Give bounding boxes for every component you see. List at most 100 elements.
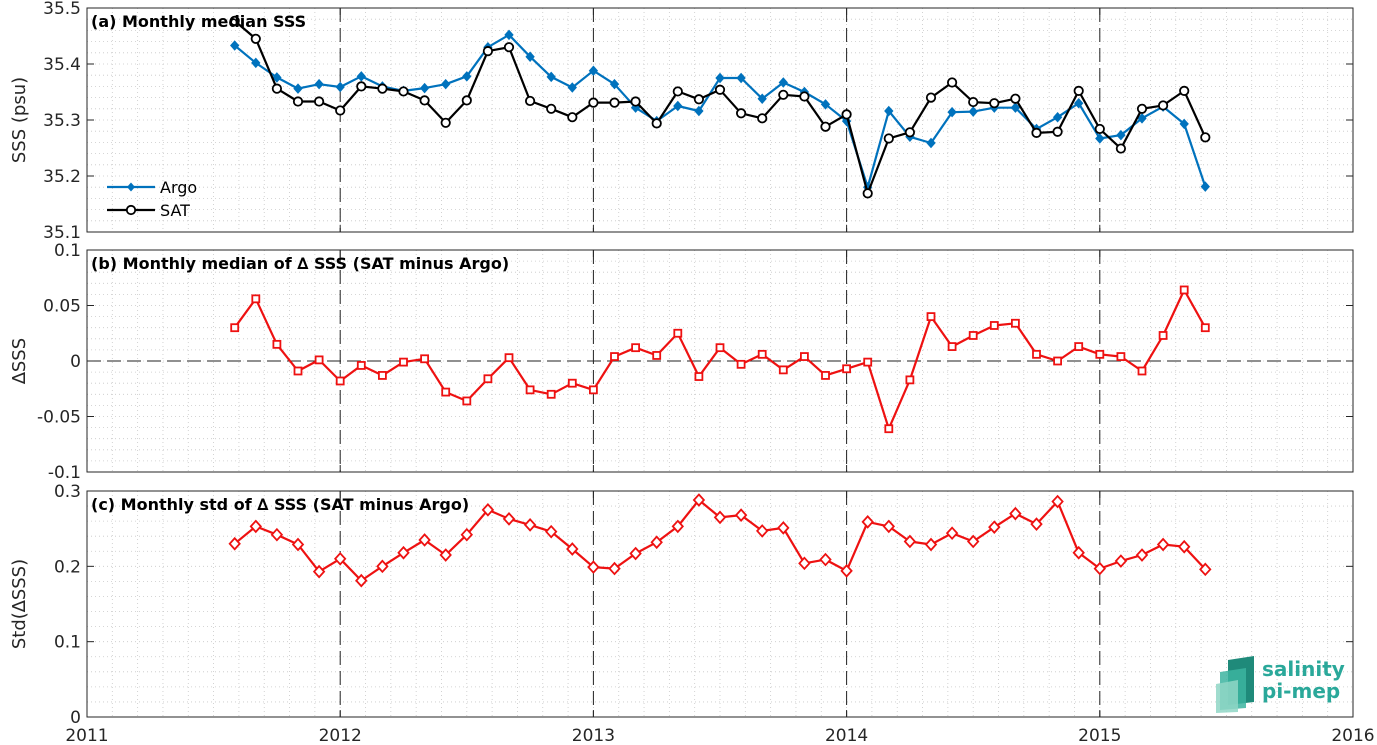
data-point (734, 508, 748, 522)
y-tick-label: -0.05 (37, 408, 81, 428)
data-point (692, 493, 706, 507)
data-point (1053, 356, 1062, 366)
data-point (481, 502, 495, 517)
data-point (861, 515, 874, 529)
data-point (968, 96, 979, 108)
data-point (777, 521, 790, 535)
data-point (693, 94, 705, 105)
data-point (820, 121, 831, 132)
x-tick-label: 2011 (65, 726, 108, 745)
data-point (609, 97, 620, 108)
data-point (249, 519, 263, 534)
data-point (1179, 285, 1189, 295)
data-point (1137, 366, 1147, 376)
data-point (546, 103, 557, 114)
data-point (441, 78, 451, 90)
data-point (1011, 318, 1020, 328)
x-tick-label: 2014 (825, 726, 868, 745)
y-tick-label: 0.1 (54, 633, 81, 653)
legend: Argo SAT (107, 178, 197, 220)
y-tick-label: 35.3 (43, 111, 81, 131)
data-point (884, 105, 894, 117)
legend-marker (127, 182, 135, 192)
data-point (799, 91, 810, 102)
data-point (440, 117, 451, 128)
data-point (461, 95, 472, 106)
panel-title: (c) Monthly std of ∆ SSS (SAT minus Argo… (91, 495, 469, 514)
data-point (966, 534, 980, 549)
data-point (903, 534, 917, 549)
data-point (862, 188, 873, 199)
data-point (293, 83, 303, 94)
data-point (544, 524, 558, 539)
data-point (989, 98, 1000, 109)
panel-title: (a) Monthly median SSS (91, 12, 306, 31)
y-tick-label: 0.2 (54, 557, 81, 577)
data-point (441, 387, 451, 397)
data-point (250, 33, 261, 44)
data-point (968, 106, 978, 117)
data-point (1199, 562, 1212, 577)
data-point (1074, 342, 1084, 351)
data-point (418, 533, 431, 547)
data-point (270, 527, 284, 542)
data-point (882, 519, 896, 534)
data-point (272, 339, 282, 349)
data-point (419, 82, 430, 94)
data-point (272, 72, 282, 83)
data-point (715, 343, 725, 353)
data-point (673, 100, 683, 112)
data-point (652, 351, 662, 360)
y-axis-label: SSS (psu) (9, 77, 30, 163)
data-point (945, 526, 959, 541)
data-point (819, 552, 832, 567)
data-point (1052, 126, 1063, 137)
data-point (694, 372, 704, 381)
data-point (778, 77, 788, 88)
data-point (229, 15, 240, 26)
series-sat (229, 15, 1211, 199)
data-point (313, 96, 325, 107)
salinity-pi-mep-logo: salinity pi-mep (1216, 656, 1345, 713)
logo-line2: pi-mep (1262, 679, 1340, 703)
data-point (1156, 537, 1170, 552)
data-point (883, 133, 894, 144)
data-point (1074, 97, 1084, 109)
data-point (525, 51, 535, 62)
data-point (1116, 129, 1126, 141)
data-point (1137, 113, 1147, 124)
data-point (230, 323, 240, 333)
legend-label: SAT (160, 201, 190, 220)
data-point (1009, 506, 1022, 521)
data-point (312, 564, 326, 579)
data-point (504, 353, 514, 363)
data-point (715, 72, 725, 84)
data-point (1158, 100, 1169, 111)
panel-c: 0 0.1 0.2 0.3 2011 2012 2013 2014 2015 2016 Std(∆S… (9, 482, 1375, 745)
data-point (1135, 548, 1149, 562)
data-point (335, 105, 346, 116)
series-delta-sss (230, 285, 1210, 434)
data-point (291, 537, 305, 552)
data-point (672, 86, 683, 97)
data-point (588, 97, 599, 108)
data-point (842, 364, 851, 374)
y-tick-label: 0 (70, 708, 81, 728)
data-point (251, 57, 261, 69)
data-point (1200, 323, 1210, 333)
legend-item: SAT (107, 201, 190, 220)
y-tick-label: 35.2 (43, 167, 81, 187)
panel-b: -0.1 -0.05 0 0.05 0.1 ∆SSS (b) Monthly median … (9, 241, 1354, 483)
y-tick-label: 0 (70, 352, 81, 372)
data-point (608, 561, 621, 576)
data-point (629, 546, 642, 561)
data-point (399, 357, 408, 367)
data-point (609, 78, 620, 90)
data-point (502, 512, 516, 526)
legend-item: Argo (107, 178, 197, 197)
axes-frame (86, 490, 1354, 718)
data-point (1158, 331, 1168, 340)
data-point (460, 527, 474, 542)
data-point (376, 559, 389, 574)
data-point (1114, 554, 1128, 568)
